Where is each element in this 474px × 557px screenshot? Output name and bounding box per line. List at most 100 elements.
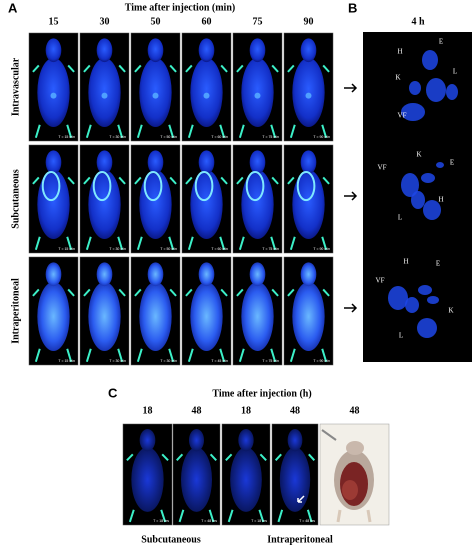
bladder-signal — [254, 92, 261, 99]
mouse-leg — [287, 64, 295, 73]
mouse-leg — [308, 453, 316, 462]
mouse-body — [131, 447, 164, 512]
mouse-leg — [238, 124, 245, 139]
bladder-signal — [101, 92, 108, 99]
timestamp: T = 18 hrs — [153, 519, 169, 523]
mouse-leg — [289, 236, 296, 251]
mouse-leg — [83, 176, 91, 185]
tumor-signal — [245, 171, 265, 202]
mouse-body — [241, 169, 274, 239]
mouse-head — [147, 150, 164, 175]
mouse-leg — [66, 348, 73, 363]
bladder-signal — [152, 92, 159, 99]
mouse-leg — [118, 288, 126, 297]
timestamp: T = 50 min — [160, 135, 177, 139]
mouse-head — [249, 262, 266, 287]
timestamp: T = 90 min — [313, 359, 330, 363]
organ-label: K — [416, 151, 421, 159]
mouse-body — [88, 281, 121, 351]
mouse-image — [122, 423, 173, 526]
mouse-head — [198, 38, 215, 63]
bladder-signal — [305, 92, 312, 99]
column-header: 48 — [290, 405, 300, 416]
mouse-image — [232, 144, 283, 254]
mouse-leg — [66, 124, 73, 139]
mouse-leg — [32, 288, 40, 297]
mouse-leg — [322, 176, 330, 185]
timestamp: T = 30 min — [160, 359, 177, 363]
organ — [388, 286, 408, 310]
mouse-leg — [85, 124, 92, 139]
mouse-leg — [287, 176, 295, 185]
mouse-leg — [34, 124, 41, 139]
timestamp: T = 90 min — [313, 135, 330, 139]
organ-label: L — [453, 68, 457, 76]
timestamp: T = 90 min — [313, 247, 330, 251]
bladder-signal — [203, 92, 210, 99]
mouse-leg — [270, 124, 277, 139]
mouse-body — [230, 447, 262, 512]
mouse-leg — [220, 288, 228, 297]
mouse-head — [96, 262, 113, 287]
mouse-leg — [220, 176, 228, 185]
mouse-body — [88, 169, 121, 239]
mouse-body — [139, 57, 172, 127]
mouse-leg — [118, 176, 126, 185]
mouse-image — [28, 256, 79, 366]
timestamp: T = 75 min — [262, 359, 279, 363]
mouse-leg — [227, 509, 234, 523]
mouse-leg — [85, 348, 92, 363]
mouse-leg — [225, 453, 233, 462]
organ-label: L — [399, 332, 403, 340]
organ — [427, 296, 439, 304]
timestamp: T = 75 min — [262, 247, 279, 251]
mouse-head — [198, 262, 215, 287]
mouse-leg — [83, 64, 91, 73]
mouse-body — [190, 169, 223, 239]
mouse-body — [292, 169, 325, 239]
timestamp: T = 60 min — [211, 247, 228, 251]
group-label: Subcutaneous — [141, 534, 201, 545]
mouse-leg — [67, 64, 75, 73]
mouse-body — [241, 57, 274, 127]
group-label: Intraperitoneal — [267, 534, 333, 545]
mouse-leg — [136, 348, 143, 363]
organ — [426, 78, 446, 102]
mouse-leg — [32, 176, 40, 185]
tumor-signal — [92, 171, 112, 202]
mouse-image — [28, 144, 79, 254]
organ-label: H — [403, 258, 408, 266]
organ-label: K — [448, 307, 453, 315]
mouse-head — [45, 38, 62, 63]
mouse-leg — [219, 348, 226, 363]
timestamp: T = 18 hrs — [251, 519, 267, 523]
organ — [418, 285, 432, 295]
mouse-body — [37, 169, 70, 239]
organ — [417, 318, 437, 338]
mouse-leg — [274, 453, 282, 462]
mouse-leg — [117, 236, 124, 251]
mouse-head — [300, 150, 317, 175]
timestamp: T = 50 min — [160, 247, 177, 251]
mouse-leg — [85, 236, 92, 251]
panel-title: 4 h — [411, 16, 425, 27]
mouse-body — [180, 447, 213, 512]
mouse-leg — [176, 453, 184, 462]
mouse-leg — [117, 124, 124, 139]
mouse-leg — [185, 288, 193, 297]
mouse-body — [37, 57, 70, 127]
mouse-leg — [238, 348, 245, 363]
mouse-leg — [187, 348, 194, 363]
organ — [401, 103, 425, 121]
column-header: 15 — [49, 16, 59, 27]
mouse-leg — [66, 236, 73, 251]
mouse-leg — [322, 64, 330, 73]
pointer-arrow — [297, 495, 305, 503]
mouse-leg — [259, 453, 267, 462]
mouse-leg — [168, 124, 175, 139]
mouse-image — [130, 256, 181, 366]
mouse-leg — [118, 64, 126, 73]
mouse-leg — [134, 288, 142, 297]
mouse-leg — [271, 288, 279, 297]
